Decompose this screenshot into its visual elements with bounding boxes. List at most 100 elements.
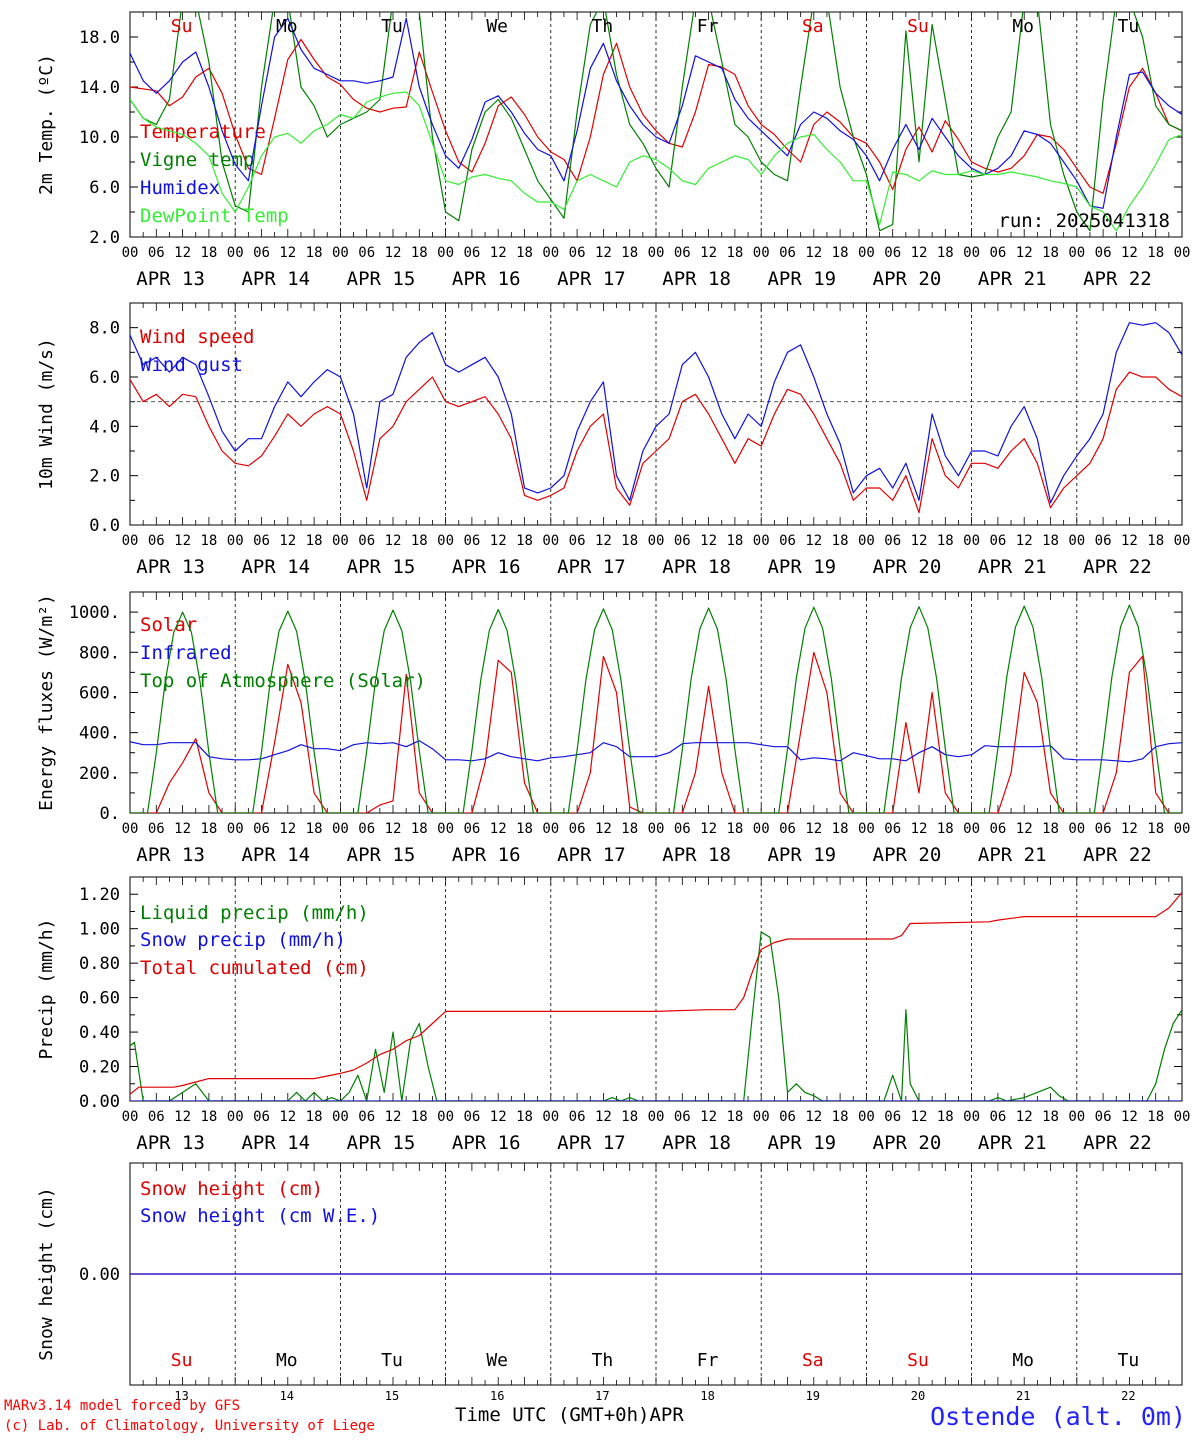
hour-tick-label: 12 [279, 245, 296, 261]
hour-tick-label: 06 [463, 1109, 480, 1125]
y-axis-title: Energy fluxes (W/m²) [36, 594, 57, 811]
hour-tick-label: 06 [253, 245, 270, 261]
hour-tick-label: 18 [516, 1109, 533, 1125]
hour-tick-label: 00 [1068, 1109, 1085, 1125]
hour-tick-label: 18 [200, 533, 217, 549]
hour-tick-label: 12 [595, 1109, 612, 1125]
weekday-label: Tu [1118, 16, 1140, 37]
hour-tick-label: 12 [911, 533, 928, 549]
hour-tick-label: 06 [148, 821, 165, 837]
hour-tick-label: 06 [674, 245, 691, 261]
hour-tick-label: 18 [516, 245, 533, 261]
hour-tick-label: 00 [963, 533, 980, 549]
hour-tick-label: 12 [279, 533, 296, 549]
model-credit: MARv3.14 model forced by GFS [4, 1398, 241, 1414]
y-tick-label: 4.0 [89, 417, 120, 437]
panel-1: 2.0 6.0 10.0 14.0 18.0 2m Temp. (ºC) Temperatu… [36, 11, 1191, 290]
y-tick-label: 0.00 [79, 1092, 120, 1112]
hour-tick-label: 00 [648, 821, 665, 837]
hour-tick-label: 12 [1016, 533, 1033, 549]
hour-tick-label: 06 [569, 821, 586, 837]
hour-tick-label: 06 [358, 821, 375, 837]
series-line-2 [130, 12, 1182, 232]
hour-tick-label: 18 [937, 245, 954, 261]
month-label: APR [649, 1404, 684, 1426]
hour-tick-label: 00 [1174, 1109, 1191, 1125]
hour-tick-label: 12 [490, 245, 507, 261]
run-label: run: 2025041318 [998, 210, 1170, 232]
y-tick-label: 0.00 [79, 1265, 120, 1285]
weekday-label: Su [171, 16, 193, 37]
hour-tick-label: 18 [832, 533, 849, 549]
hour-tick-label: 00 [227, 1109, 244, 1125]
hour-tick-label: 00 [542, 245, 559, 261]
legend-entry: Solar [140, 614, 197, 636]
weekday-label: Su [907, 1350, 929, 1371]
hour-tick-label: 06 [884, 533, 901, 549]
date-label: APR 19 [767, 844, 836, 866]
hour-tick-label: 18 [832, 1109, 849, 1125]
hour-tick-label: 18 [411, 821, 428, 837]
hour-tick-label: 00 [1174, 533, 1191, 549]
date-label: APR 13 [136, 556, 205, 578]
time-axis-label: Time UTC (GMT+0h)APR [455, 1404, 684, 1426]
date-label: APR 17 [557, 1132, 626, 1154]
hour-tick-label: 18 [726, 245, 743, 261]
y-tick-label: 400. [79, 724, 120, 744]
day-number-label: 13 [174, 1389, 188, 1403]
hour-tick-label: 00 [648, 245, 665, 261]
hour-tick-label: 18 [306, 821, 323, 837]
hour-tick-label: 12 [174, 533, 191, 549]
hour-tick-label: 00 [437, 533, 454, 549]
hour-tick-label: 06 [463, 821, 480, 837]
hour-tick-label: 06 [148, 533, 165, 549]
hour-tick-label: 12 [595, 245, 612, 261]
date-label: APR 17 [557, 268, 626, 290]
hour-tick-label: 06 [463, 533, 480, 549]
hour-tick-label: 18 [200, 245, 217, 261]
weekday-label: Mo [276, 1350, 298, 1371]
hour-tick-label: 06 [358, 245, 375, 261]
legend-entry: Wind speed [140, 326, 254, 348]
hour-tick-label: 12 [174, 821, 191, 837]
date-label: APR 13 [136, 844, 205, 866]
hour-tick-label: 00 [1174, 245, 1191, 261]
series-line-1 [130, 38, 1182, 194]
y-tick-label: 600. [79, 683, 120, 703]
series-line-3 [130, 892, 1182, 1095]
hour-tick-label: 00 [963, 1109, 980, 1125]
date-label: APR 13 [136, 1132, 205, 1154]
weekday-label: Su [907, 16, 929, 37]
hour-tick-label: 06 [884, 1109, 901, 1125]
hour-tick-label: 00 [963, 245, 980, 261]
hour-tick-label: 12 [490, 1109, 507, 1125]
hour-tick-label: 00 [122, 1109, 139, 1125]
hour-tick-label: 18 [621, 245, 638, 261]
hour-tick-label: 18 [200, 1109, 217, 1125]
hour-tick-label: 06 [148, 245, 165, 261]
weekday-label: Sa [802, 1350, 824, 1371]
hour-tick-label: 12 [700, 1109, 717, 1125]
y-tick-label: 0.0 [89, 516, 120, 536]
day-number-label: 15 [385, 1389, 399, 1403]
hour-tick-label: 06 [1095, 1109, 1112, 1125]
station-name: Ostende (alt. 0m) [930, 1402, 1186, 1431]
legend-entry: Snow height (cm) [140, 1178, 323, 1200]
y-tick-label: 1.00 [79, 920, 120, 940]
hour-tick-label: 06 [1095, 533, 1112, 549]
hour-tick-label: 12 [595, 821, 612, 837]
hour-tick-label: 18 [726, 821, 743, 837]
hour-tick-label: 00 [437, 1109, 454, 1125]
hour-tick-label: 12 [385, 245, 402, 261]
hour-tick-label: 06 [884, 245, 901, 261]
panel-frame [129, 11, 1183, 238]
hour-tick-label: 00 [332, 1109, 349, 1125]
hour-tick-label: 18 [1042, 821, 1059, 837]
hour-tick-label: 18 [937, 533, 954, 549]
hour-tick-label: 18 [411, 533, 428, 549]
hour-tick-label: 06 [779, 245, 796, 261]
y-tick-label: 1.20 [79, 885, 120, 905]
hour-tick-label: 00 [227, 533, 244, 549]
hour-tick-label: 00 [858, 1109, 875, 1125]
hour-tick-label: 00 [437, 821, 454, 837]
